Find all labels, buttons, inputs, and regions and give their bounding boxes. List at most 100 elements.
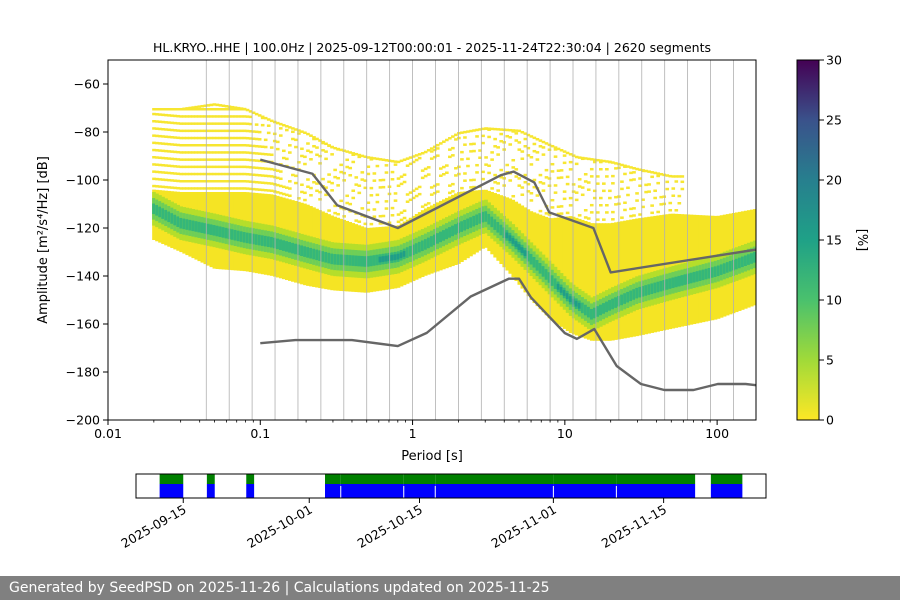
psd-outlier-cell	[508, 179, 513, 182]
psd-outlier-cell	[291, 127, 295, 130]
psd-outlier-cell	[357, 155, 362, 159]
psd-outlier-cell	[324, 142, 328, 146]
psd-outlier-cell	[348, 151, 353, 154]
psd-outlier-cell	[396, 160, 401, 164]
psd-outlier-cell	[472, 142, 476, 146]
psd-outlier-cell	[233, 158, 238, 161]
psd-outlier-cell	[182, 187, 186, 190]
psd-outlier-cell	[396, 177, 401, 180]
psd-band-inner	[749, 253, 754, 264]
psd-outlier-cell	[188, 158, 193, 161]
psd-outlier-cell	[206, 144, 211, 147]
psd-spread-column	[614, 222, 618, 340]
psd-outlier-cell	[212, 122, 217, 125]
psd-outlier-cell	[426, 173, 431, 176]
psd-outlier-cell	[269, 189, 274, 193]
psd-outlier-cell	[239, 151, 244, 154]
psd-band-inner	[167, 211, 171, 223]
date-tick-label: 2025-10-15	[355, 502, 425, 551]
psd-outlier-cell	[191, 106, 196, 109]
psd-outlier-cell	[599, 160, 603, 164]
psd-band-inner	[620, 294, 624, 306]
psd-band-inner	[215, 225, 220, 237]
y-axis-ticks: −200 −180 −160 −140 −120 −100 −80 −60	[66, 77, 108, 428]
psd-outlier-cell	[487, 127, 491, 130]
psd-outlier-cell	[568, 153, 573, 156]
psd-outlier-cell	[194, 187, 199, 190]
psd-outlier-cell	[257, 188, 262, 191]
psd-outlier-cell	[155, 185, 159, 188]
psd-outlier-cell	[155, 163, 159, 166]
psd-outlier-cell	[399, 218, 404, 222]
psd-band-inner	[451, 225, 455, 237]
psd-band-inner	[288, 242, 292, 253]
psd-outlier-cell	[215, 187, 220, 190]
psd-outlier-cell	[200, 144, 205, 147]
psd-outlier-cell	[197, 129, 202, 133]
psd-outlier-cell	[475, 128, 479, 132]
psd-outlier-cell	[260, 174, 265, 177]
psd-outlier-cell	[659, 203, 664, 206]
psd-outlier-cell	[269, 119, 274, 123]
psd-outlier-cell	[281, 149, 286, 153]
psd-band-inner	[306, 247, 310, 258]
psd-outlier-cell	[333, 175, 337, 179]
psd-outlier-cell	[242, 158, 247, 161]
psd-outlier-cell	[176, 150, 180, 154]
psd-outlier-cell	[559, 205, 564, 208]
psd-outlier-cell	[472, 178, 476, 182]
psd-outlier-cell	[152, 108, 156, 111]
psd-outlier-cell	[251, 151, 256, 155]
psd-outlier-cell	[463, 130, 467, 134]
psd-band-inner	[623, 293, 627, 304]
psd-outlier-cell	[182, 107, 186, 111]
psd-outlier-cell	[315, 182, 319, 185]
psd-outlier-cell	[423, 203, 428, 207]
psd-outlier-cell	[595, 182, 600, 185]
psd-outlier-cell	[623, 201, 627, 204]
psd-band-inner	[677, 275, 682, 287]
psd-outlier-cell	[475, 171, 479, 174]
psd-outlier-cell	[239, 115, 244, 118]
psd-outlier-cell	[602, 218, 606, 221]
psd-outlier-cell	[318, 154, 322, 158]
psd-outlier-cell	[608, 160, 612, 164]
psd-outlier-cell	[345, 201, 350, 205]
psd-outlier-cell	[285, 186, 289, 189]
psd-outlier-cell	[242, 187, 247, 190]
psd-outlier-cell	[245, 165, 250, 169]
psd-outlier-cell	[212, 180, 217, 183]
psd-outlier-cell	[254, 152, 259, 155]
octave-grid	[205, 60, 734, 420]
psd-outlier-cell	[614, 195, 618, 199]
psd-band-inner	[417, 241, 422, 253]
psd-outlier-cell	[176, 158, 180, 161]
psd-outlier-cell	[152, 120, 156, 123]
psd-outlier-cell	[620, 163, 624, 167]
psd-outlier-cell	[653, 196, 657, 200]
psd-outlier-cell	[517, 148, 522, 151]
psd-outlier-cell	[541, 153, 546, 156]
psd-outlier-cell	[173, 136, 177, 139]
psd-outlier-cell	[179, 107, 183, 111]
data-available-segment	[616, 484, 696, 498]
psd-outlier-cell	[224, 122, 229, 125]
psd-outlier-cell	[511, 158, 516, 162]
psd-outlier-cell	[448, 148, 452, 151]
psd-outlier-cell	[644, 169, 648, 173]
psd-band-inner	[170, 213, 174, 224]
psd-outlier-cell	[541, 182, 546, 185]
psd-outlier-cell	[152, 156, 156, 159]
psd-outlier-cell	[188, 165, 193, 169]
psd-outlier-cell	[592, 160, 597, 164]
psd-outlier-cell	[526, 146, 531, 150]
psd-band-inner	[454, 224, 458, 235]
psd-outlier-cell	[330, 181, 334, 185]
psd-band-inner	[719, 264, 724, 275]
psd-outlier-cell	[176, 122, 180, 125]
psd-outlier-cell	[589, 211, 594, 214]
psd-outlier-cell	[285, 157, 289, 161]
psd-outlier-cell	[158, 142, 162, 145]
psd-outlier-cell	[592, 158, 597, 161]
psd-outlier-cell	[294, 174, 298, 178]
